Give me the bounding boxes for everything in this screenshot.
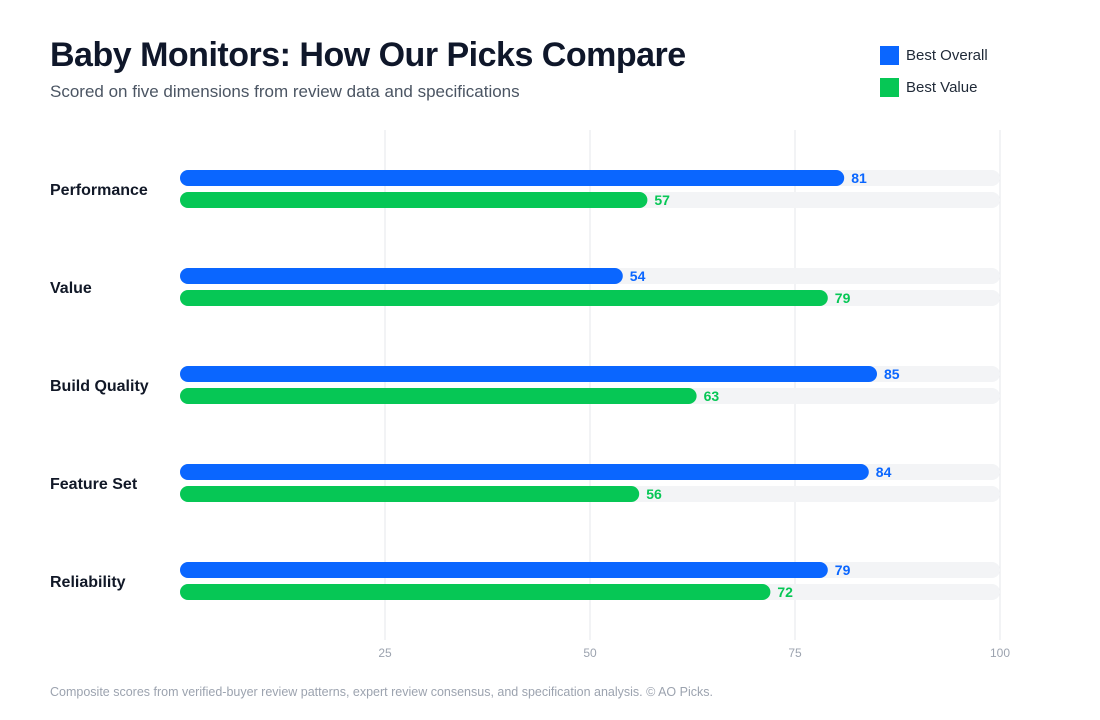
category-label-feature-set: Feature Set (50, 476, 138, 493)
data-label-performance-best-overall: 81 (851, 170, 867, 186)
bar-reliability-best-overall (180, 562, 828, 578)
data-label-reliability-best-value: 72 (777, 584, 793, 600)
bar-feature-set-best-value (180, 486, 640, 502)
x-tick-label-100: 100 (990, 646, 1010, 660)
legend-label-best-overall: Best Overall (906, 46, 988, 64)
data-label-value-best-value: 79 (835, 290, 851, 306)
data-label-reliability-best-overall: 79 (835, 562, 851, 578)
legend-item-best-overall: Best Overall (880, 45, 988, 65)
legend-swatch-best-value (880, 77, 899, 97)
data-label-build-quality-best-overall: 85 (884, 366, 900, 382)
data-label-build-quality-best-value: 63 (704, 388, 720, 404)
bar-build-quality-best-overall (180, 366, 877, 382)
legend-label-best-value: Best Value (906, 78, 978, 96)
bar-value-best-overall (180, 268, 623, 284)
category-label-performance: Performance (50, 182, 148, 199)
footnote: Composite scores from verified-buyer rev… (50, 685, 713, 699)
data-label-feature-set-best-value: 56 (646, 486, 662, 502)
category-label-build-quality: Build Quality (50, 378, 149, 395)
legend-swatch-best-overall (880, 45, 899, 65)
x-tick-label-75: 75 (788, 646, 802, 660)
bar-value-best-value (180, 290, 828, 306)
category-label-value: Value (50, 280, 92, 297)
category-label-reliability: Reliability (50, 574, 126, 591)
chart-title: Baby Monitors: How Our Picks Compare (50, 36, 686, 74)
legend-item-best-value: Best Value (880, 77, 988, 97)
data-label-value-best-overall: 54 (630, 268, 646, 284)
data-label-feature-set-best-overall: 84 (876, 464, 892, 480)
legend: Best Overall Best Value (880, 45, 988, 109)
bar-performance-best-overall (180, 170, 845, 186)
x-tick-label-25: 25 (378, 646, 392, 660)
bar-performance-best-value (180, 192, 648, 208)
chart-subtitle: Scored on five dimensions from review da… (50, 82, 520, 101)
data-label-performance-best-value: 57 (654, 192, 670, 208)
bar-build-quality-best-value (180, 388, 697, 404)
bar-feature-set-best-overall (180, 464, 869, 480)
bar-reliability-best-value (180, 584, 771, 600)
x-tick-label-50: 50 (583, 646, 597, 660)
